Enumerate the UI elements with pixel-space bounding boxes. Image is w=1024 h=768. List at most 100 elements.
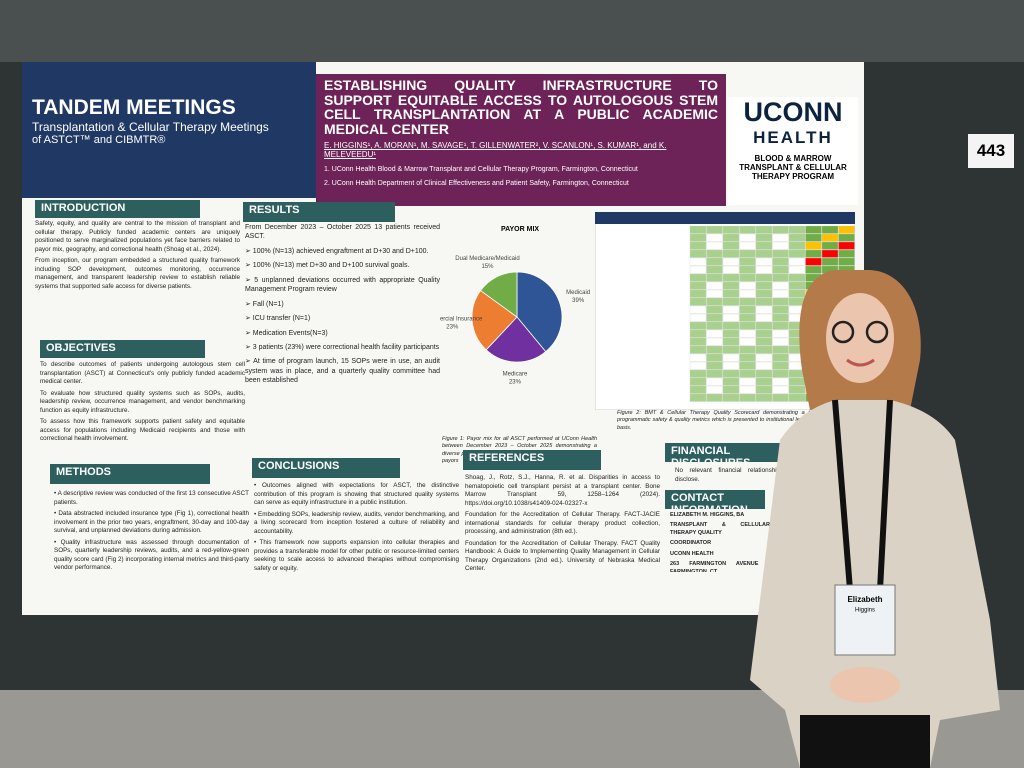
table-cell (722, 257, 740, 266)
table-cell (788, 393, 806, 402)
table-cell (805, 233, 822, 242)
table-cell (722, 369, 740, 378)
table-cell (805, 249, 822, 258)
paragraph: Safety, equity, and quality are central … (35, 220, 240, 253)
figure-caption: Figure 2: BMT & Cellular Therapy Quality… (617, 410, 857, 431)
contact-line: 263 FARMINGTON AVENUE | FARMINGTON, CT (670, 561, 770, 572)
table-cell (755, 385, 773, 394)
table-cell (706, 257, 723, 266)
table-cell (739, 289, 756, 298)
table-cell (689, 257, 707, 266)
table-cell (689, 297, 707, 306)
paragraph: From inception, our program embedded a s… (35, 257, 240, 290)
method: • A descriptive review was conducted of … (54, 490, 249, 506)
table-cell (772, 353, 789, 362)
brand-title: TANDEM MEETINGS (32, 96, 236, 119)
table-cell (739, 305, 756, 314)
table-cell (755, 233, 773, 242)
table-cell (689, 241, 707, 250)
table-cell (772, 393, 789, 402)
poster-title: ESTABLISHING QUALITY INFRASTRUCTURE TO S… (324, 77, 718, 138)
table-cell (772, 321, 789, 330)
table-cell (755, 241, 773, 250)
table-cell (722, 297, 740, 306)
table-cell (706, 361, 723, 370)
table-cell (689, 233, 707, 242)
table-cell (788, 289, 806, 298)
table-cell (706, 377, 723, 386)
method: • Quality infrastructure was assessed th… (54, 538, 249, 572)
table-cell (689, 337, 707, 346)
table-cell (772, 337, 789, 346)
table-cell (838, 233, 855, 242)
table-cell (689, 377, 707, 386)
conclusion: • Embedding SOPs, leadership review, aud… (254, 510, 459, 535)
table-cell (755, 273, 773, 282)
logo-program: BLOOD & MARROW TRANSPLANT & CELLULAR THE… (739, 154, 847, 181)
table-cell (706, 249, 723, 258)
table-cell (772, 281, 789, 290)
table-cell (722, 249, 740, 258)
table-cell (722, 273, 740, 282)
table-cell (689, 313, 707, 322)
reference: Foundation for the Accreditation of Cell… (465, 511, 660, 535)
table-cell (722, 225, 740, 234)
slice-label: Commercial Insurance (440, 316, 483, 322)
table-cell (689, 305, 707, 314)
slice-value: 39% (572, 298, 585, 304)
table-cell (706, 313, 723, 322)
method: • Data abstracted included insurance typ… (54, 510, 249, 534)
table-cell (788, 265, 806, 274)
authors: E. HIGGINS¹, A. MORAN¹, M. SAVAGE¹, T. G… (324, 140, 667, 159)
table-header (595, 212, 855, 224)
results-text: From December 2023 – October 2025 13 pat… (245, 223, 440, 455)
table-cell (755, 361, 773, 370)
table-cell (706, 337, 723, 346)
table-cell (739, 321, 756, 330)
table-cell (772, 385, 789, 394)
table-cell (772, 305, 789, 314)
table-cell (722, 233, 740, 242)
conclusions-text: • Outcomes aligned with expectations for… (254, 482, 459, 607)
heading: METHODS (50, 464, 210, 484)
table-cell (772, 297, 789, 306)
heading: CONTACT INFORMATION (665, 490, 765, 509)
heading: RESULTS (243, 202, 395, 222)
table-cell (755, 321, 773, 330)
table-cell (755, 289, 773, 298)
table-cell (755, 281, 773, 290)
table-cell (772, 241, 789, 250)
table-cell (755, 353, 773, 362)
table-cell (706, 353, 723, 362)
table-cell (772, 361, 789, 370)
result: ➢ Medication Events(N=3) (245, 329, 328, 337)
conclusion: • Outcomes aligned with expectations for… (254, 482, 459, 506)
slice-value: 15% (481, 264, 494, 270)
board-number: 443 (968, 134, 1014, 168)
table-cell (722, 305, 740, 314)
table-cell (722, 281, 740, 290)
table-cell (772, 233, 789, 242)
slice-value: 23% (446, 324, 459, 330)
references-text: Shoag, J., Rotz, S.J., Hanna, R. et al. … (465, 474, 660, 604)
table-cell (706, 241, 723, 250)
table-cell (772, 329, 789, 338)
table-cell (739, 313, 756, 322)
table-cell (739, 345, 756, 354)
table-cell (722, 329, 740, 338)
table-cell (706, 385, 723, 394)
result: ➢ 3 patients (23%) were correctional hea… (245, 343, 440, 351)
table-cell (772, 345, 789, 354)
table-cell (739, 393, 756, 402)
table-cell (739, 257, 756, 266)
objective: To describe outcomes of patients undergo… (40, 361, 245, 385)
table-cell (772, 265, 789, 274)
table-cell (739, 265, 756, 274)
table-cell (706, 265, 723, 274)
table-cell (706, 273, 723, 282)
heading: OBJECTIVES (40, 340, 205, 358)
table-cell (755, 225, 773, 234)
table-cell (739, 337, 756, 346)
table-cell (689, 273, 707, 282)
table-cell (706, 305, 723, 314)
